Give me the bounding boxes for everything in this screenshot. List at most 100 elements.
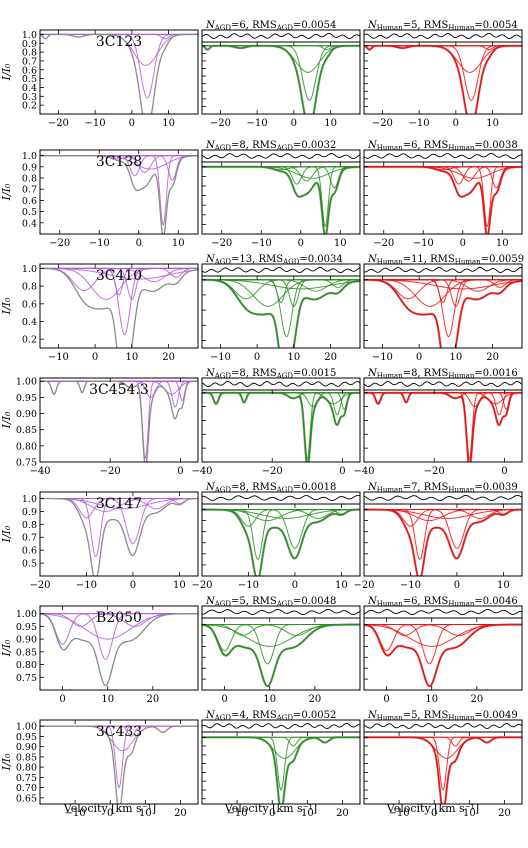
x-tick-label: 10: [173, 580, 186, 591]
annotation-rms-subscript: AGD: [276, 486, 294, 494]
total-fit-line: [40, 380, 198, 462]
residual-line: [201, 608, 361, 616]
x-tick-label: −10: [413, 238, 434, 249]
component-line-8: [40, 267, 198, 280]
annotation-n-symbol: N: [205, 368, 216, 379]
component-line-3: [364, 166, 522, 228]
data-line: [364, 391, 522, 462]
x-tick-label: −10: [372, 352, 393, 363]
panel-frame: [201, 731, 361, 805]
annotation-n-subscript: AGD: [214, 258, 232, 266]
panel-3c410-original: −10 0 10 20 0.2 0.4 0.6 0.8 1.0 3C410 I/I₀: [0, 263, 199, 363]
x-tick-label: 0: [269, 808, 275, 819]
fit-annotation-agd: NAGD=4, RMSAGD=0.0052: [205, 710, 336, 722]
x-tick-label: −10: [238, 580, 259, 591]
fit-annotation-agd: NAGD=13, RMSAGD=0.0034: [205, 254, 343, 266]
y-tick-label: 0.95: [16, 732, 37, 743]
fit-annotation-human: NHuman=6, RMSHuman=0.0038: [367, 140, 518, 152]
total-fit-line: [364, 166, 522, 234]
row-3c147: −20 −10 0 100.50.60.70.80.91.0 3C147I/I₀NAGD…: [0, 482, 523, 591]
fit-annotation-human: NHuman=11, RMSHuman=0.0059: [367, 254, 524, 266]
total-fit-line: [364, 391, 522, 462]
panel-3c433-original: −10 0 10 20 0.650.700.750.800.850.900.951.00…: [0, 719, 199, 819]
annotation-n-value: =4, RMS: [231, 710, 277, 721]
annotation-rms-subscript: Human: [448, 144, 474, 152]
panel-frame: [201, 41, 361, 115]
x-tick-label: −20: [49, 238, 70, 249]
y-tick-label: 0.2: [22, 335, 37, 346]
total-fit-line: [40, 154, 198, 234]
annotation-n-symbol: N: [367, 140, 378, 151]
annotation-n-value: =6, RMS: [403, 596, 449, 607]
x-tick-label: −20: [210, 118, 231, 129]
annotation-n-subscript: Human: [377, 372, 403, 380]
y-tick-label: 0.75: [16, 673, 37, 684]
fit-annotation-human: NHuman=5, RMSHuman=0.0054: [367, 20, 518, 32]
residual-line: [363, 494, 523, 502]
y-tick-label: 1.0: [22, 151, 37, 162]
data-line: [364, 508, 522, 576]
total-fit-line: [364, 736, 522, 804]
x-tick-label: 0: [460, 238, 466, 249]
panel-frame: [201, 161, 361, 235]
component-line-2: [364, 736, 522, 759]
component-line-1: [364, 45, 522, 101]
x-tick-label: −10: [65, 808, 86, 819]
residual-frame: [201, 719, 361, 733]
fit-annotation-agd: NAGD=8, RMSAGD=0.0015: [205, 368, 336, 380]
y-axis-label: I/I₀: [0, 297, 13, 315]
y-tick-label: 0.4: [22, 317, 37, 328]
annotation-n-value: =8, RMS: [231, 482, 277, 493]
panel-frame: [39, 29, 199, 115]
residual-frame: [201, 149, 361, 163]
y-tick-label: 0.5: [22, 207, 37, 218]
x-tick-label: 10: [496, 238, 509, 249]
y-tick-label: 1.00: [16, 377, 37, 388]
x-tick-label: 10: [324, 118, 337, 129]
annotation-rms-value: =0.0039: [474, 482, 517, 493]
panel-3c433-agd: NAGD=4, RMSAGD=0.0052−10 0 10 20: [201, 710, 361, 819]
x-tick-label: 20: [174, 808, 187, 819]
total-fit-line: [364, 279, 522, 348]
annotation-rms-subscript: Human: [448, 24, 474, 32]
panel-plot-area: [364, 623, 522, 688]
x-tick-label: 0: [221, 694, 227, 705]
annotation-rms-value: =0.0048: [293, 596, 336, 607]
y-tick-label: 0.5: [22, 74, 37, 85]
x-tick-label: 0: [453, 118, 459, 129]
y-tick-label: 0.9: [22, 39, 37, 50]
fit-annotation-human: NHuman=7, RMSHuman=0.0039: [367, 482, 518, 494]
component-line-1: [364, 279, 522, 338]
x-tick-label: 10: [463, 808, 476, 819]
residual-line: [363, 266, 523, 274]
panel-plot-area: [40, 497, 198, 576]
panel-3c123-agd: NAGD=6, RMSAGD=0.0054−20 −10 0 10: [201, 20, 361, 129]
x-tick-label: 0: [292, 580, 298, 591]
y-tick-label: 0.4: [22, 218, 37, 229]
total-fit-line: [202, 44, 360, 114]
figure-xlabel-agd: Velocity [km s⁻¹]: [224, 802, 317, 815]
panel-3c147-agd: NAGD=8, RMSAGD=0.0018−20 −10 0 10: [191, 482, 361, 591]
panel-frame: [39, 149, 199, 235]
residual-frame: [201, 377, 361, 391]
x-tick-label: 20: [162, 352, 175, 363]
x-tick-label: 0: [339, 466, 345, 477]
data-line: [202, 44, 360, 114]
y-axis-label: I/I₀: [0, 411, 13, 429]
data-line: [364, 44, 522, 114]
component-line-1: [202, 736, 360, 791]
panel-3c147-human: NHuman=7, RMSHuman=0.0039−20 −10 0 10: [353, 482, 523, 591]
component-line-8: [202, 279, 360, 290]
annotation-rms-value: =0.0015: [293, 368, 336, 379]
x-tick-label: 10: [486, 118, 499, 129]
panel-plot-area: [40, 154, 198, 234]
x-tick-label: −10: [76, 580, 97, 591]
annotation-rms-value: =0.0038: [474, 140, 517, 151]
panel-plot-area: [202, 278, 360, 348]
component-line-1: [364, 736, 522, 791]
annotation-n-subscript: Human: [377, 258, 403, 266]
x-tick-label: 0: [107, 808, 113, 819]
x-tick-label: 0: [129, 118, 135, 129]
x-tick-label: −20: [353, 580, 374, 591]
x-tick-label: 10: [334, 238, 347, 249]
